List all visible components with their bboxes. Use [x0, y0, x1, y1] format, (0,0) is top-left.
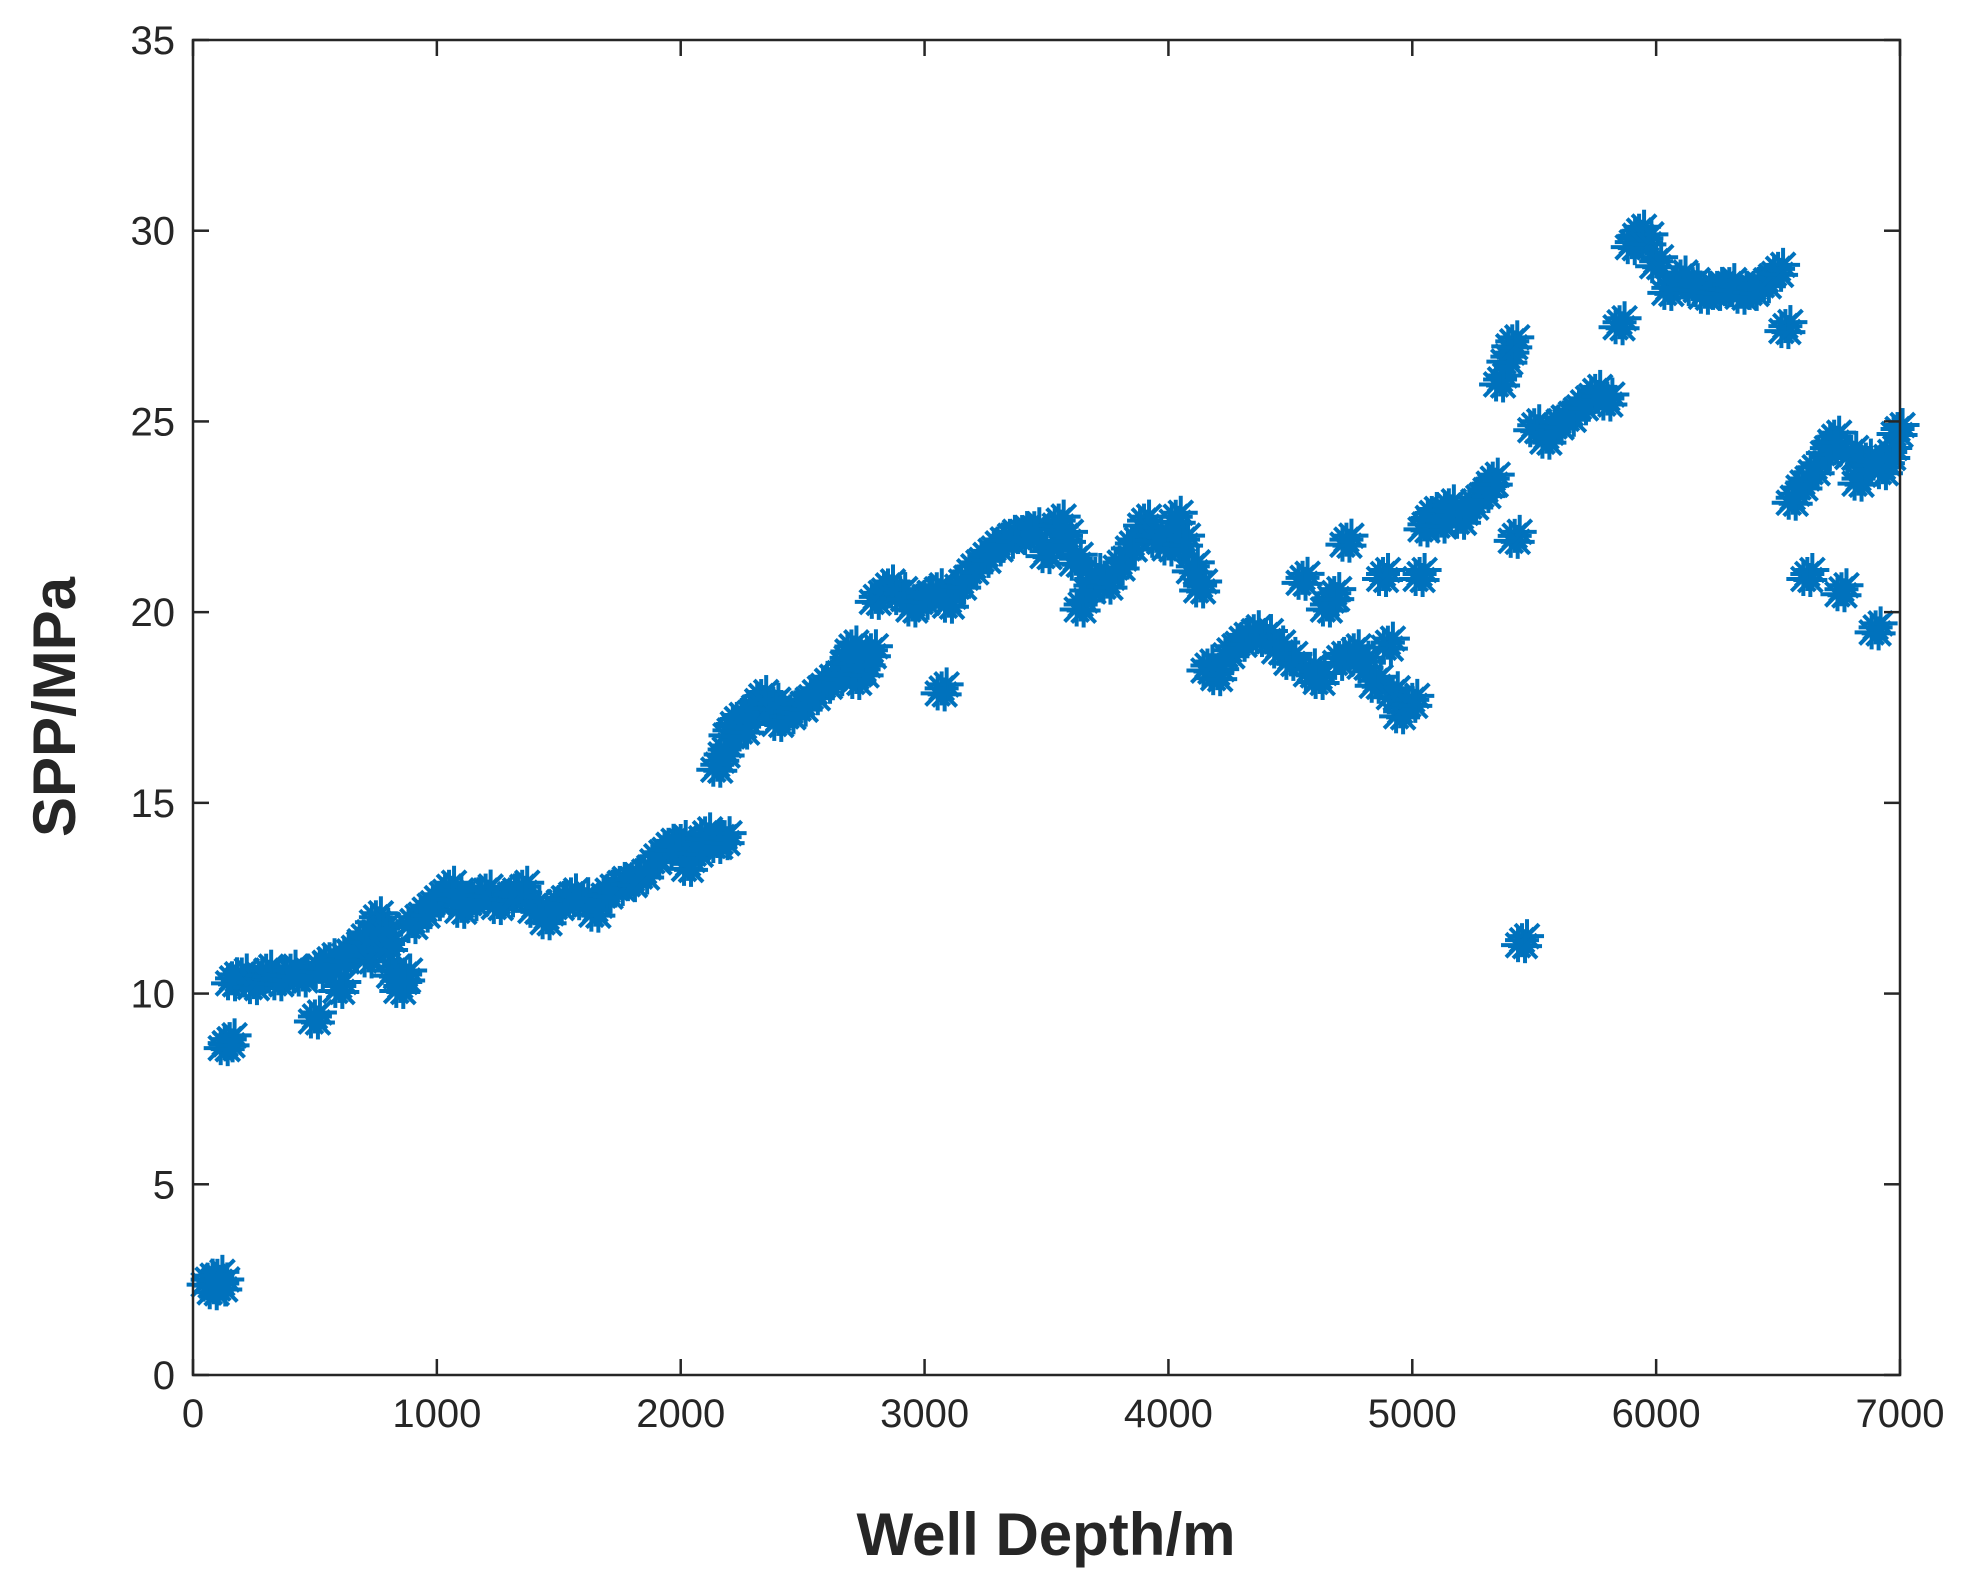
y-axis: 0 5 10 15 20 25 30 35 [131, 19, 1900, 1398]
data-point [1764, 305, 1808, 350]
data-point [293, 995, 337, 1040]
x-tick-label: 2000 [636, 1392, 725, 1436]
data-point [1471, 457, 1515, 502]
data-point [1635, 240, 1679, 285]
x-tick-label: 6000 [1612, 1392, 1701, 1436]
y-tick-label: 20 [131, 591, 176, 635]
data-point [1820, 568, 1864, 613]
plot-frame [191, 38, 1902, 1377]
data-point [1366, 621, 1410, 666]
data-point [1362, 553, 1406, 597]
x-axis: 0 1000 2000 3000 4000 5000 6000 7000 [182, 40, 1945, 1436]
data-point [1313, 572, 1357, 617]
data-point [1281, 556, 1325, 601]
data-point [703, 816, 747, 861]
data-point [1501, 919, 1545, 964]
data-point [1398, 553, 1442, 597]
data-point [1854, 606, 1898, 651]
data-point [384, 953, 428, 998]
x-axis-title: Well Depth/m [857, 1501, 1236, 1568]
x-tick-label: 4000 [1124, 1392, 1213, 1436]
data-point [1325, 518, 1369, 563]
data-point [1598, 301, 1642, 346]
y-tick-label: 35 [131, 19, 176, 63]
x-tick-label: 5000 [1368, 1392, 1457, 1436]
x-tick-label: 7000 [1856, 1392, 1945, 1436]
x-tick-label: 0 [182, 1392, 204, 1436]
y-axis-title: SPP/MPa [21, 576, 88, 837]
data-point [1391, 678, 1435, 723]
data-point [920, 667, 964, 712]
data-point [201, 1262, 245, 1307]
y-tick-label: 30 [131, 210, 176, 254]
data-point [318, 964, 362, 1009]
y-tick-label: 15 [131, 782, 176, 826]
x-tick-label: 1000 [392, 1392, 481, 1436]
data-point [1491, 320, 1535, 365]
data-point [849, 629, 893, 674]
data-point [1054, 537, 1098, 582]
y-tick-label: 10 [131, 973, 176, 1017]
data-points [186, 209, 1920, 1311]
data-point [208, 1018, 252, 1063]
data-point [1786, 553, 1830, 597]
data-point [1586, 377, 1630, 422]
y-tick-label: 5 [153, 1163, 175, 1207]
data-point [1493, 514, 1537, 559]
y-tick-label: 25 [131, 400, 176, 444]
data-point [1757, 247, 1801, 292]
data-point [1179, 564, 1223, 609]
x-tick-label: 3000 [880, 1392, 969, 1436]
y-tick-label: 0 [153, 1354, 175, 1398]
